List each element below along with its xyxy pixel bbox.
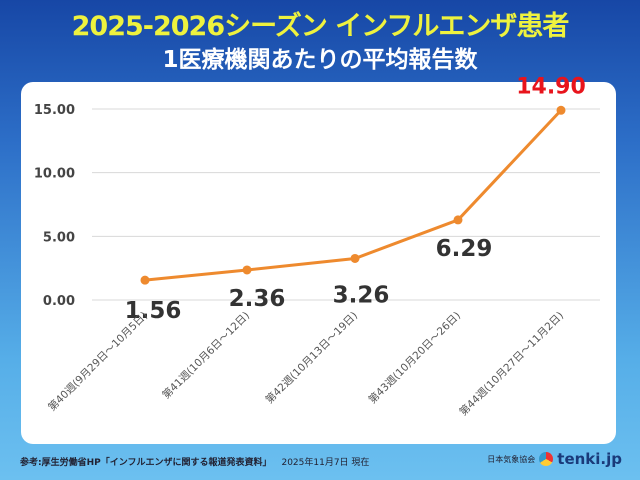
y-tick-label: 15.00 (34, 103, 75, 118)
org-name: 日本気象協会 (487, 454, 536, 464)
data-label: 1.56 (125, 298, 182, 324)
data-point (350, 253, 360, 263)
data-point (140, 275, 150, 285)
tenki-logo-icon (539, 452, 554, 466)
source-text: 参考:厚生労働省HP「インフルエンザに関する報道発表資料」 (20, 458, 272, 468)
data-point (242, 265, 252, 275)
x-tick-label: 第42週(10月13日～19日) (263, 309, 360, 406)
data-label: 3.26 (333, 282, 390, 308)
x-tick-label: 第44週(10月27日～11月2日) (457, 309, 566, 418)
data-label: 14.90 (516, 74, 586, 99)
source-note: 参考:厚生労働省HP「インフルエンザに関する報道発表資料」 2025年11月7日 … (20, 455, 369, 468)
data-point (453, 215, 463, 225)
date-text: 2025年11月7日 現在 (281, 458, 370, 468)
x-tick-label: 第43週(10月20日～26日) (366, 309, 463, 406)
chart-subtitle: 1医療機関あたりの平均報告数 (162, 47, 478, 73)
credit: 日本気象協会 tenki.jp (487, 450, 622, 468)
data-label: 2.36 (229, 286, 286, 312)
chart-title: 2025-2026シーズン インフルエンザ患者 (71, 11, 570, 42)
y-tick-label: 0.00 (43, 294, 75, 309)
y-tick-label: 10.00 (34, 167, 75, 182)
tenki-logo: tenki.jp (557, 450, 622, 468)
data-label: 6.29 (436, 236, 493, 262)
y-tick-label: 5.00 (43, 230, 75, 245)
x-tick-label: 第40週(9月29日～10月5日) (45, 309, 150, 414)
data-point (556, 105, 566, 115)
